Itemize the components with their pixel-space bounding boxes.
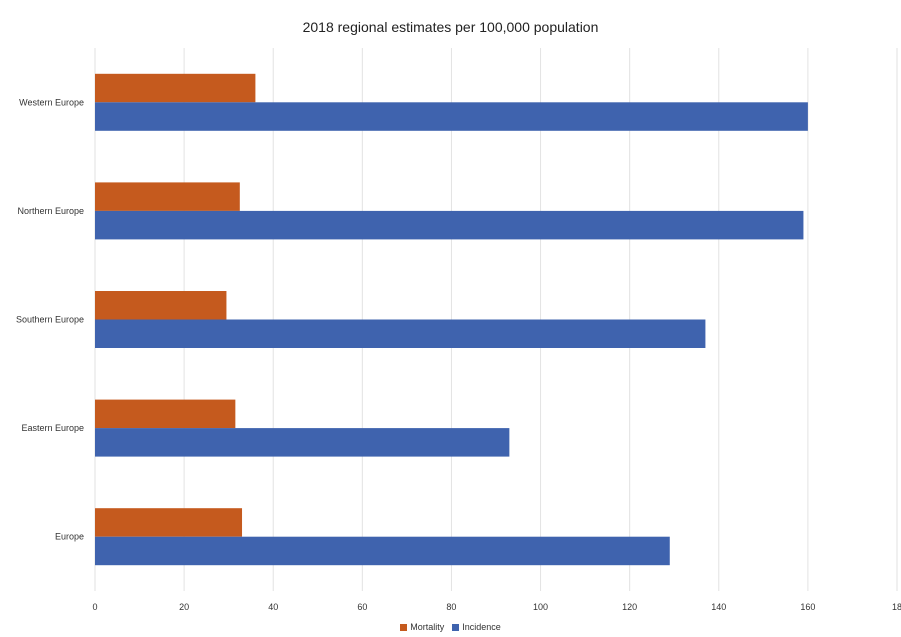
legend-item-incidence: Incidence bbox=[452, 622, 501, 632]
legend-label-mortality: Mortality bbox=[410, 622, 445, 632]
category-label: Southern Europe bbox=[16, 315, 84, 325]
category-label: Eastern Europe bbox=[21, 423, 84, 433]
legend: Mortality Incidence bbox=[0, 622, 901, 632]
chart-title: 2018 regional estimates per 100,000 popu… bbox=[302, 19, 599, 35]
category-label: Northern Europe bbox=[17, 206, 84, 216]
x-tick-label: 20 bbox=[179, 602, 189, 612]
legend-swatch-incidence bbox=[452, 623, 460, 631]
bar-incidence bbox=[95, 319, 706, 348]
bar-incidence bbox=[95, 210, 804, 240]
x-tick-label: 60 bbox=[357, 602, 367, 612]
bar-mortality bbox=[95, 291, 227, 320]
bar-incidence bbox=[95, 102, 808, 131]
x-tick-label: 100 bbox=[533, 602, 548, 612]
x-tick-label: 80 bbox=[446, 602, 456, 612]
bar-incidence bbox=[95, 428, 510, 457]
legend-label-incidence: Incidence bbox=[462, 622, 501, 632]
x-tick-label: 0 bbox=[92, 602, 97, 612]
x-tick-label: 40 bbox=[268, 602, 278, 612]
x-tick-label: 160 bbox=[800, 602, 815, 612]
bar-mortality bbox=[95, 73, 256, 103]
tick-labels: 0 20 40 60 80 100 120 140 160 18 bbox=[92, 602, 901, 612]
legend-swatch-mortality bbox=[400, 623, 408, 631]
bars bbox=[95, 73, 808, 566]
bar-mortality bbox=[95, 508, 243, 537]
x-tick-label: 18 bbox=[892, 602, 901, 612]
x-tick-label: 120 bbox=[622, 602, 637, 612]
bar-mortality bbox=[95, 399, 236, 429]
bar-mortality bbox=[95, 182, 240, 211]
category-label: Western Europe bbox=[19, 97, 84, 107]
legend-item-mortality: Mortality bbox=[400, 622, 444, 632]
x-tick-label: 140 bbox=[711, 602, 726, 612]
category-label: Europe bbox=[55, 532, 84, 542]
bar-incidence bbox=[95, 536, 670, 566]
category-labels: Western Europe Northern Europe Southern Eu… bbox=[16, 97, 84, 541]
